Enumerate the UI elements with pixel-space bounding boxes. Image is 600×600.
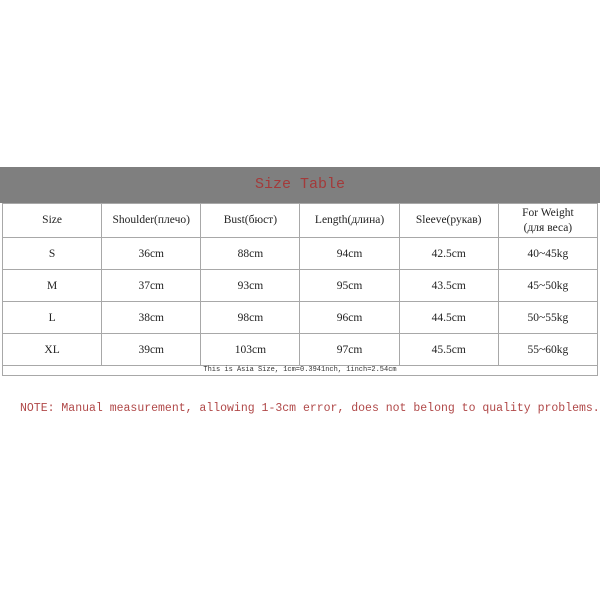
cell: 88cm <box>200 237 301 270</box>
header-weight-line1: For Weight <box>522 206 574 219</box>
cell: 37cm <box>101 269 202 302</box>
table-header-row: Size Shoulder(плечо) Bust(бюст) Length(д… <box>1 203 599 238</box>
cell: 36cm <box>101 237 202 270</box>
cell: 55~60kg <box>497 333 599 366</box>
table-row: XL 39cm 103cm 97cm 45.5cm 55~60kg <box>1 333 599 366</box>
footnote: This is Asia Size, 1cm=0.3941nch, 1inch=… <box>2 365 598 376</box>
header-weight-line2: (для веса) <box>523 221 573 234</box>
cell: 45.5cm <box>398 333 499 366</box>
table-footnote-row: This is Asia Size, 1cm=0.3941nch, 1inch=… <box>2 365 598 376</box>
cell: M <box>1 269 103 302</box>
cell: 94cm <box>299 237 400 270</box>
cell: L <box>1 301 103 334</box>
cell: 40~45kg <box>497 237 599 270</box>
size-table: Size Shoulder(плечо) Bust(бюст) Length(д… <box>1 203 599 376</box>
cell: 95cm <box>299 269 400 302</box>
cell: 50~55kg <box>497 301 599 334</box>
header-sleeve: Sleeve(рукав) <box>398 203 499 238</box>
measurement-note: NOTE: Manual measurement, allowing 1-3cm… <box>20 402 600 415</box>
cell: 45~50kg <box>497 269 599 302</box>
header-shoulder: Shoulder(плечо) <box>101 203 202 238</box>
table-row: M 37cm 93cm 95cm 43.5cm 45~50kg <box>1 269 599 302</box>
cell: 96cm <box>299 301 400 334</box>
cell: 38cm <box>101 301 202 334</box>
table-row: S 36cm 88cm 94cm 42.5cm 40~45kg <box>1 237 599 270</box>
cell: 97cm <box>299 333 400 366</box>
table-row: L 38cm 98cm 96cm 44.5cm 50~55kg <box>1 301 599 334</box>
cell: 103cm <box>200 333 301 366</box>
size-table-title: Size Table <box>0 167 600 203</box>
cell: 98cm <box>200 301 301 334</box>
cell: XL <box>1 333 103 366</box>
cell: 44.5cm <box>398 301 499 334</box>
cell: 42.5cm <box>398 237 499 270</box>
cell: 39cm <box>101 333 202 366</box>
cell: 43.5cm <box>398 269 499 302</box>
cell: S <box>1 237 103 270</box>
header-size: Size <box>1 203 103 238</box>
header-bust: Bust(бюст) <box>200 203 301 238</box>
header-length: Length(длина) <box>299 203 400 238</box>
cell: 93cm <box>200 269 301 302</box>
header-weight: For Weight (для веса) <box>497 203 599 238</box>
